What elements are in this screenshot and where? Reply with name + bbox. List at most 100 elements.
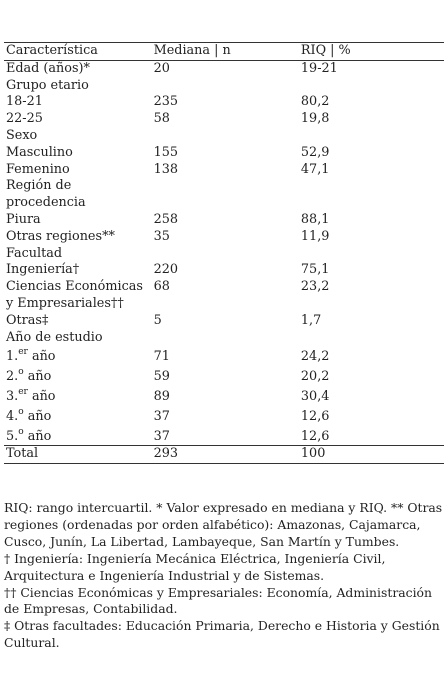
row-value-n: 37	[153, 428, 170, 444]
row-value-pct: 52,9	[300, 144, 330, 160]
row-value-n	[154, 78, 301, 95]
row-label: 22-25	[6, 111, 43, 127]
row-label: Ingeniería†	[6, 262, 80, 278]
table-row: 1.er año 71 24,2	[4, 346, 444, 366]
table-row: 4.o año 37 12,6	[4, 406, 444, 426]
row-label: 1.er año	[4, 346, 154, 366]
year-word: año	[31, 388, 56, 404]
row-value-pct	[301, 178, 444, 212]
row-value-n: 68	[153, 279, 170, 295]
row-value-pct: 19-21	[300, 60, 338, 76]
table-row: Sexo	[4, 128, 444, 145]
row-value-n	[154, 330, 301, 347]
total-n: 293	[153, 445, 301, 465]
row-value-n: 5	[153, 312, 162, 328]
table-row: 18-21 235 80,2	[4, 94, 444, 111]
table-footnotes: RIQ: rango intercuartil. * Valor expresa…	[4, 500, 444, 652]
table-row: 5.o año 37 12,6	[4, 426, 444, 446]
year-number: 1.	[6, 349, 19, 365]
row-label: Femenino	[6, 161, 70, 177]
total-label: Total	[4, 445, 154, 465]
row-value-n: 220	[153, 262, 179, 278]
ordinal-suffix: o	[18, 406, 24, 417]
row-value-n: 58	[153, 111, 170, 127]
year-number: 2.	[6, 369, 19, 385]
table-row: 22-25 58 19,8	[4, 111, 444, 128]
row-value-n	[154, 178, 301, 212]
row-value-pct: 19,8	[300, 111, 330, 127]
table-row: Ciencias Económicas y Empresariales†† 68 2…	[4, 279, 444, 313]
row-label: Masculino	[6, 144, 73, 160]
table-row: Femenino 138 47,1	[4, 162, 444, 179]
year-number: 3.	[6, 388, 19, 404]
year-word: año	[31, 349, 56, 365]
header-riq-percent: RIQ | %	[300, 42, 444, 61]
row-label: Grupo etario	[6, 77, 89, 93]
ordinal-suffix: o	[18, 426, 24, 437]
row-value-n	[154, 246, 301, 263]
row-label: Edad (años)*	[6, 60, 90, 76]
year-number: 4.	[6, 408, 19, 424]
row-label: 5.o año	[4, 426, 154, 446]
total-pct: 100	[300, 445, 444, 465]
table-row: Edad (años)* 20 19-21	[4, 60, 444, 77]
row-value-pct: 20,2	[300, 369, 330, 385]
header-characteristic: Característica	[4, 42, 154, 61]
table-row: Región de procedencia	[4, 178, 444, 212]
year-word: año	[27, 369, 52, 385]
ordinal-suffix: er	[18, 347, 28, 358]
table-row: Grupo etario	[4, 78, 444, 95]
row-value-pct: 1,7	[300, 312, 322, 328]
year-word: año	[27, 428, 52, 444]
row-value-pct: 75,1	[300, 262, 330, 278]
row-label: Otras regiones**	[6, 228, 115, 244]
footnote-ingenieria: † Ingeniería: Ingeniería Mecánica Eléctr…	[4, 550, 386, 583]
row-value-n: 35	[153, 228, 170, 244]
total-row: Total 293 100	[4, 445, 444, 465]
row-value-pct: 11,9	[300, 228, 330, 244]
table-header-row: Característica Mediana | n RIQ | %	[4, 42, 444, 61]
table-row: Ingeniería† 220 75,1	[4, 262, 444, 279]
row-label: Piura	[6, 211, 41, 227]
ordinal-suffix: o	[18, 367, 24, 378]
row-label: 4.o año	[4, 406, 154, 426]
table-row: Facultad	[4, 246, 444, 263]
row-value-pct	[301, 78, 444, 95]
row-label: 2.o año	[4, 366, 154, 386]
row-value-pct: 47,1	[300, 161, 330, 177]
row-label: Sexo	[6, 127, 38, 143]
row-value-pct: 12,6	[300, 428, 330, 444]
table-row: Piura 258 88,1	[4, 212, 444, 229]
row-value-n: 155	[153, 144, 179, 160]
year-number: 5.	[6, 428, 19, 444]
row-value-n: 89	[153, 388, 170, 404]
ordinal-suffix: er	[18, 386, 28, 397]
row-value-pct: 12,6	[300, 408, 330, 424]
row-value-pct	[301, 330, 444, 347]
row-value-pct: 24,2	[300, 349, 330, 365]
characteristics-table: Característica Mediana | n RIQ | % Edad …	[4, 42, 444, 465]
row-value-pct	[301, 128, 444, 145]
row-value-n: 258	[153, 211, 179, 227]
header-median-n: Mediana | n	[153, 42, 301, 61]
row-value-pct: 23,2	[300, 279, 330, 295]
table-row: 3.er año 89 30,4	[4, 386, 444, 406]
row-value-n: 20	[153, 60, 170, 76]
row-value-n: 37	[153, 408, 170, 424]
row-label: Año de estudio	[6, 329, 103, 345]
row-label: Otras‡	[6, 312, 49, 328]
row-value-n: 71	[153, 349, 170, 365]
table-row: Masculino 155 52,9	[4, 145, 444, 162]
row-value-n: 138	[153, 161, 179, 177]
row-label: 3.er año	[4, 386, 154, 406]
row-label: Ciencias Económicas y Empresariales††	[6, 279, 143, 311]
table-body: Edad (años)* 20 19-21 Grupo etario 18-21 23…	[4, 60, 444, 465]
row-value-pct: 80,2	[300, 94, 330, 110]
row-value-pct: 88,1	[300, 211, 330, 227]
row-label: 18-21	[6, 94, 43, 110]
row-label: Facultad	[6, 245, 63, 261]
row-value-n	[154, 128, 301, 145]
row-value-n: 235	[153, 94, 179, 110]
row-value-pct: 30,4	[300, 388, 330, 404]
footnote-otras-facultades: ‡ Otras facultades: Educación Primaria, …	[4, 618, 440, 651]
